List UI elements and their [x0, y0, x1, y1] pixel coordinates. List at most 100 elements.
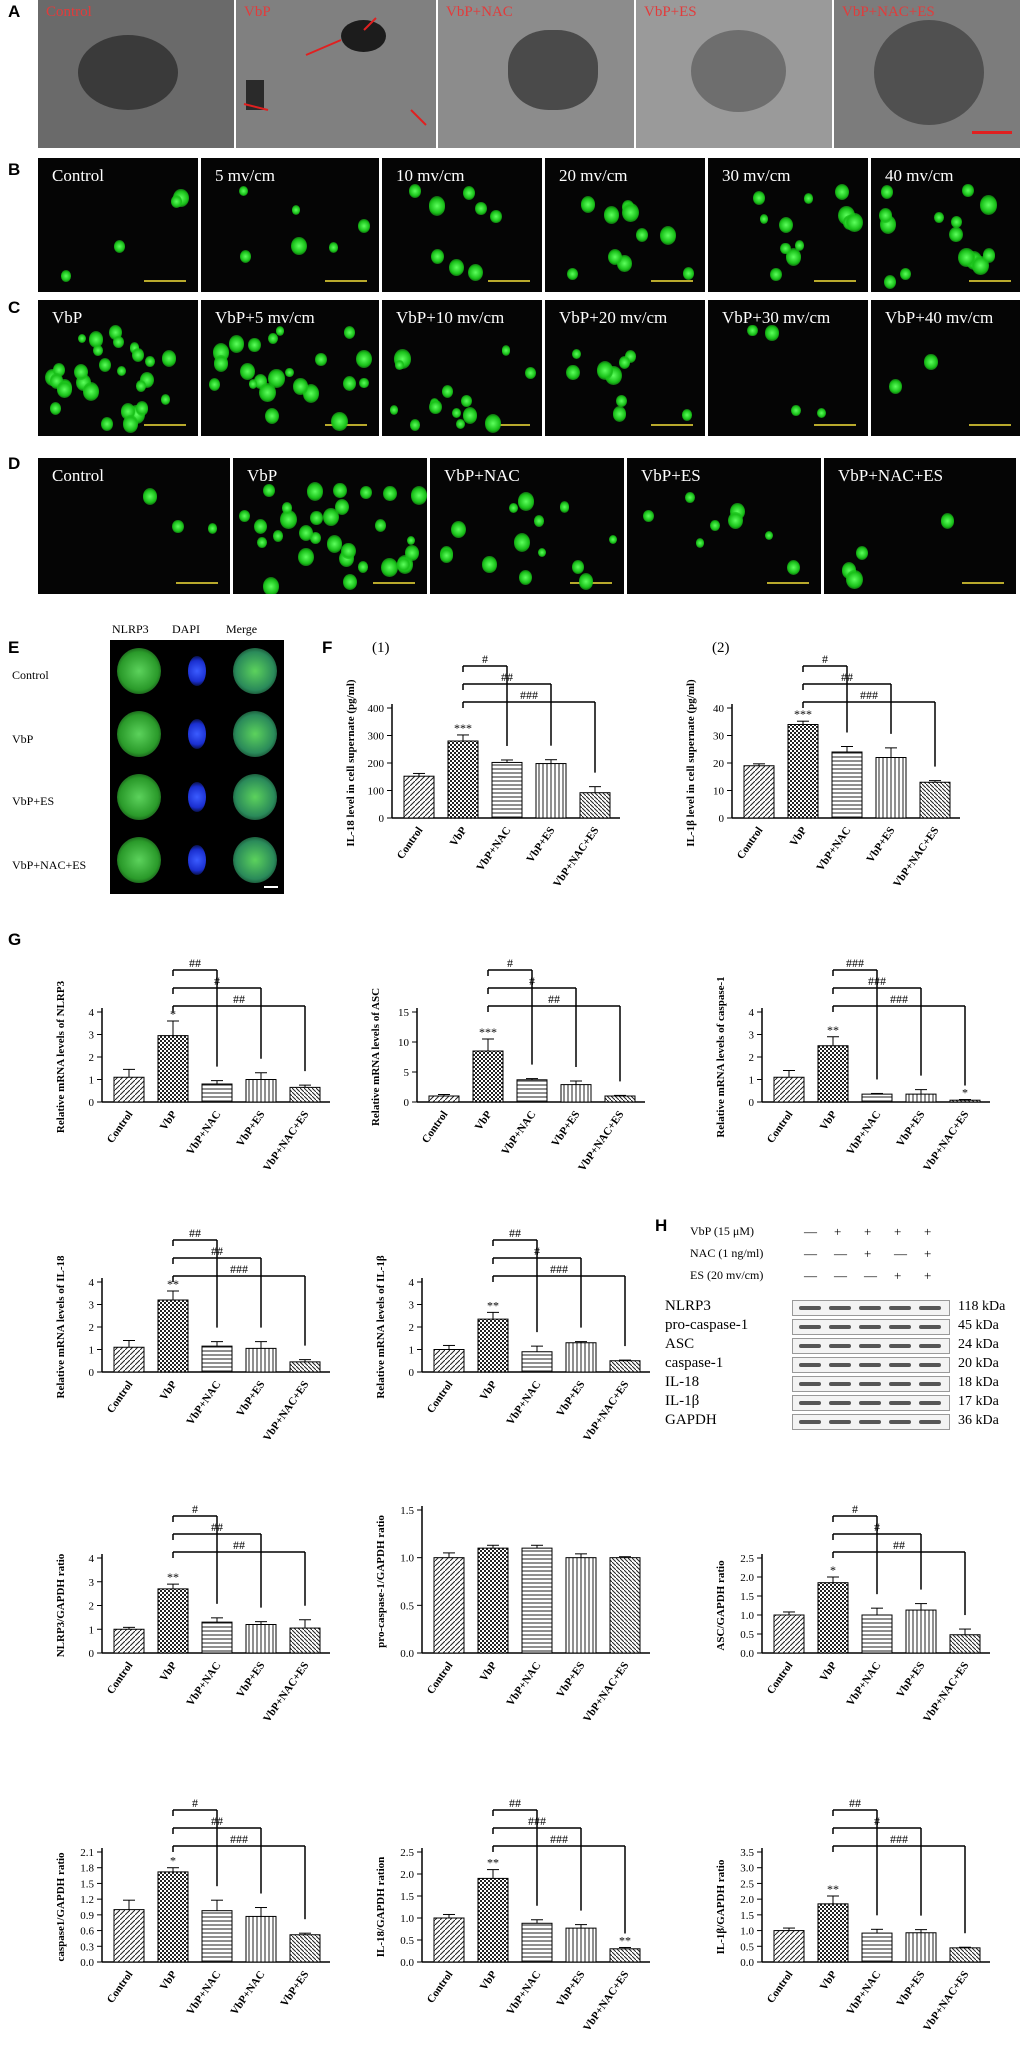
significance-stars: ***: [454, 721, 472, 735]
blot-band: [799, 1344, 821, 1348]
significance-stars: *: [962, 1086, 968, 1100]
scale-bar: [767, 582, 809, 584]
scale-bar: [972, 131, 1012, 134]
bar: [289, 1627, 321, 1654]
significance-stars: *: [170, 1007, 176, 1021]
chart-h1: 0 1 2 3 4 NLRP3/GAPDH ratio Control ** VbP VbP+NA…: [40, 1486, 340, 1736]
cell-shape: [949, 226, 963, 243]
panel-label-g: G: [8, 930, 22, 949]
y-tick-label: 0.0: [740, 1957, 754, 1969]
x-tick-label: VbP+NAC: [184, 1660, 223, 1709]
comparison-label: #: [192, 1796, 198, 1810]
cell-shape: [357, 560, 369, 573]
bar: [905, 1093, 937, 1103]
x-tick-label: VbP: [448, 825, 470, 849]
blot-band: [889, 1382, 911, 1386]
scale-bar: [651, 424, 693, 426]
bar: [289, 1934, 321, 1963]
y-tick-label: 5: [404, 1067, 410, 1079]
y-axis-label: Relative mRNA levels of NLRP3: [55, 980, 67, 1133]
cell-shape: [484, 413, 502, 433]
blot-band: [889, 1363, 911, 1367]
bar: [433, 1557, 465, 1654]
bar: [157, 1588, 189, 1654]
image-label: VbP+40 mv/cm: [885, 308, 994, 327]
y-tick-label: 0.6: [80, 1926, 94, 1938]
fluorescence-image: 30 mv/cm: [708, 158, 868, 292]
tem-image: VbP: [236, 0, 436, 148]
comparison-label: ###: [230, 1262, 248, 1276]
bar: [289, 1361, 321, 1373]
comparison-label: ###: [528, 1814, 546, 1828]
cell-shape: [440, 548, 453, 563]
comparison-label: ##: [501, 670, 513, 684]
cell-shape: [924, 354, 938, 370]
x-tick-label: VbP+NAC+ES: [921, 1660, 971, 1725]
cell-shape: [116, 837, 161, 883]
cell-shape: [116, 648, 161, 694]
fluorescence-image: VbP+NAC: [430, 458, 624, 594]
cell-shape: [275, 325, 285, 336]
blot-band-strip: [792, 1300, 950, 1316]
scale-bar: [969, 280, 1011, 282]
blot-band: [859, 1382, 881, 1386]
x-tick-label: VbP: [478, 1379, 500, 1403]
if-cell-image: [168, 766, 225, 828]
x-tick-label: VbP+NAC+ES: [551, 825, 601, 890]
cell-shape: [239, 509, 250, 523]
x-tick-label: VbP: [818, 1109, 840, 1133]
cell-shape: [88, 331, 104, 348]
y-tick-label: 2: [89, 1052, 95, 1064]
y-tick-label: 1.2: [80, 1894, 94, 1906]
blot-band: [829, 1420, 851, 1424]
fluorescence-image: VbP: [233, 458, 427, 594]
bar: [905, 1932, 937, 1963]
cell-shape: [187, 719, 206, 749]
fluorescence-image: 5 mv/cm: [201, 158, 379, 292]
cell-shape: [643, 509, 654, 523]
blot-band: [829, 1382, 851, 1386]
bar: [861, 1614, 893, 1654]
fluorescence-image: 20 mv/cm: [545, 158, 705, 292]
bar: [477, 1318, 509, 1373]
bar: [773, 1614, 805, 1654]
comparison-label: ###: [520, 688, 538, 702]
bar: [472, 1050, 504, 1103]
significance-stars: **: [167, 1277, 179, 1291]
if-cell-image: [168, 829, 225, 891]
cell-shape: [406, 535, 416, 546]
cell-shape: [765, 325, 779, 341]
significance-stars: *: [830, 1563, 836, 1577]
chart-g2: 0 5 10 15 Relative mRNA levels of ASC Control…: [355, 940, 645, 1185]
bar: [113, 1346, 145, 1373]
bar: [609, 1360, 641, 1373]
blot-band: [859, 1363, 881, 1367]
significance-stars: **: [827, 1882, 839, 1896]
bar: [579, 792, 611, 819]
cell-shape: [358, 219, 370, 233]
x-tick-label: Control: [735, 825, 766, 862]
bar: [949, 1099, 981, 1103]
blot-band: [919, 1344, 941, 1348]
blot-band: [799, 1382, 821, 1386]
scale-bar: [144, 280, 186, 282]
scale-bar: [144, 424, 186, 426]
condition-sign: —: [804, 1224, 817, 1239]
x-tick-label: Control: [105, 1379, 136, 1416]
cell-shape: [619, 355, 631, 369]
x-tick-label: VbP+NAC+ES: [921, 1969, 971, 2034]
cell-shape: [519, 569, 532, 585]
y-tick-label: 1.5: [400, 1505, 414, 1517]
significance-stars: **: [619, 1933, 631, 1947]
cell-shape: [572, 560, 585, 574]
blot-band: [859, 1401, 881, 1405]
condition-label: NAC (1 ng/ml): [690, 1246, 764, 1260]
band-label: IL-18: [665, 1374, 700, 1390]
cell-shape: [395, 360, 404, 370]
tem-image: VbP+ES: [636, 0, 832, 148]
x-tick-label: VbP: [158, 1379, 180, 1403]
x-tick-label: VbP+NAC+ES: [581, 1660, 631, 1725]
condition-label: ES (20 mv/cm): [690, 1268, 764, 1282]
x-tick-label: VbP+NAC: [844, 1109, 883, 1158]
image-label: 30 mv/cm: [722, 166, 791, 185]
